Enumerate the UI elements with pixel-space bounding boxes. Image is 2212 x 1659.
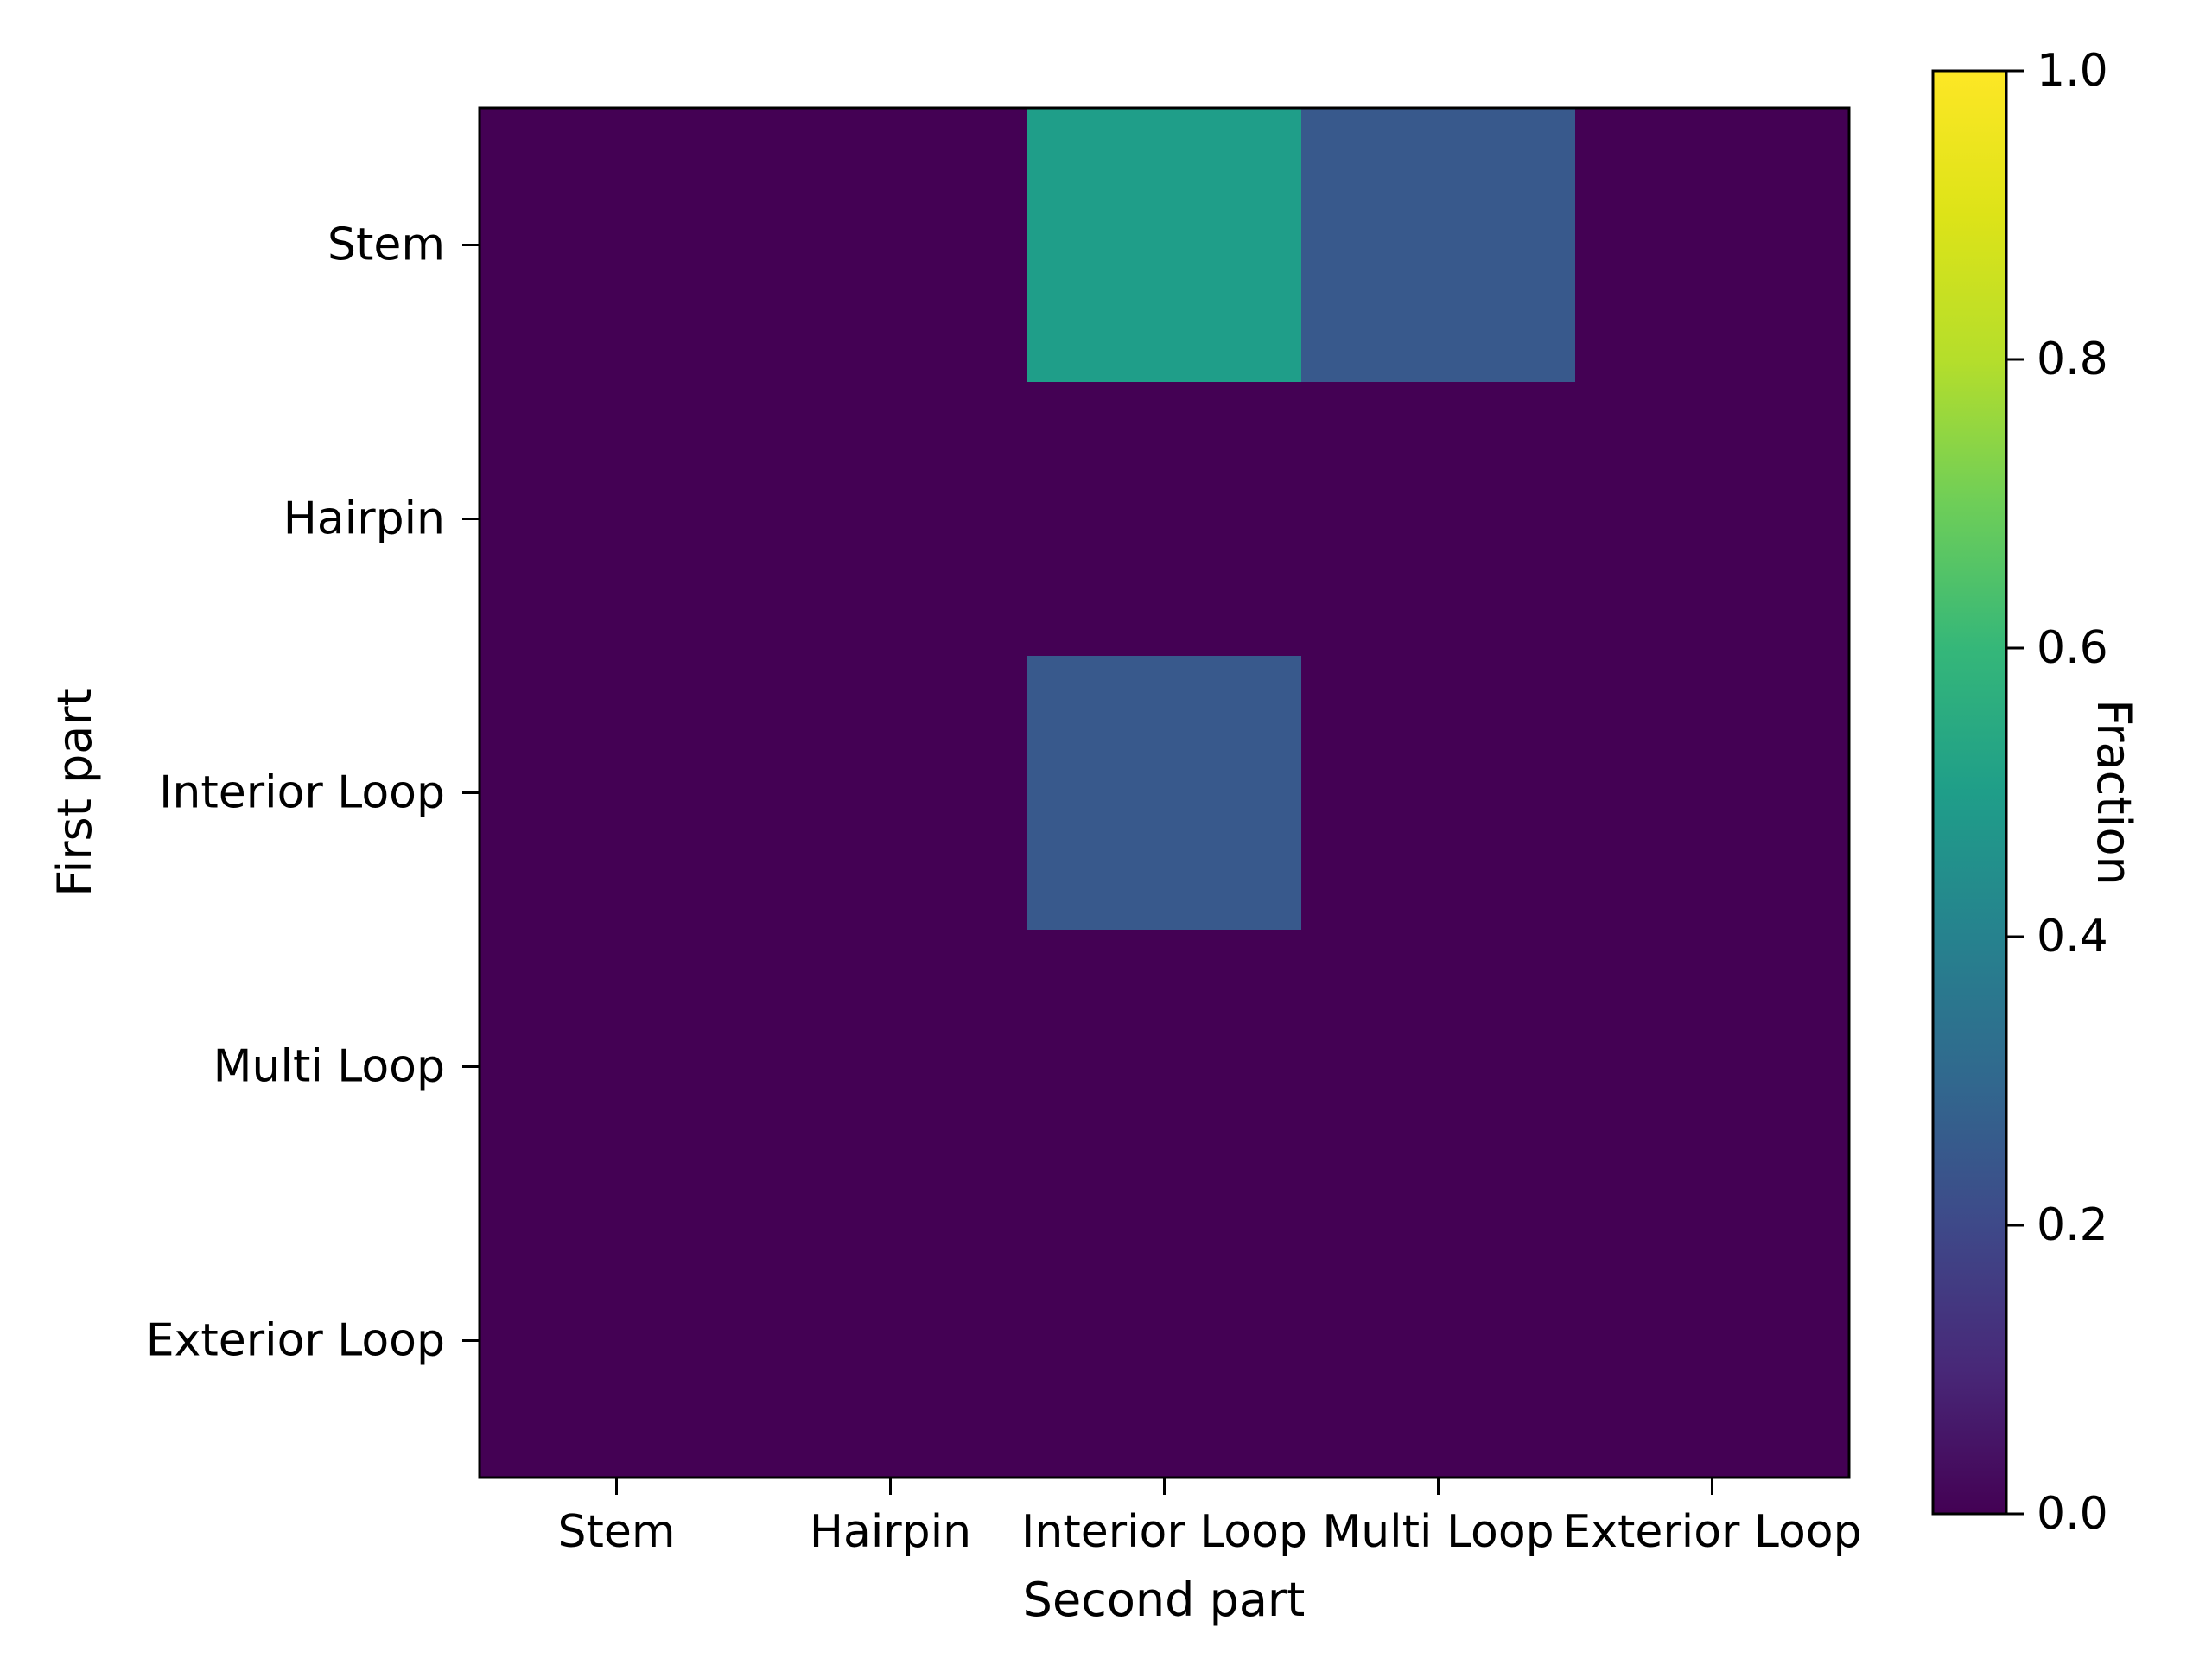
colorbar-tick-label: 1.0 <box>2037 45 2108 97</box>
x-tick-label: Exterior Loop <box>1562 1506 1861 1558</box>
heatmap-cell <box>480 108 754 383</box>
heatmap-cell <box>1027 382 1302 657</box>
y-axis-label: First part <box>48 688 102 897</box>
heatmap-cell <box>1027 656 1302 931</box>
x-axis: Stem Hairpin Interior Loop Multi Loop Exteri… <box>557 1478 1862 1558</box>
heatmap-cell <box>753 382 1028 657</box>
x-tick-label: Interior Loop <box>1021 1506 1307 1558</box>
heatmap-cell <box>480 1204 754 1478</box>
heatmap-cell <box>1301 656 1576 931</box>
heatmap-cell <box>480 930 754 1205</box>
heatmap-cell <box>480 656 754 931</box>
colorbar-label: Fraction <box>2087 699 2141 886</box>
heatmap-cell <box>1027 930 1302 1205</box>
heatmap-cell <box>1575 382 1850 657</box>
colorbar <box>1931 69 2008 1516</box>
colorbar-ticks: 0.0 0.2 0.4 0.6 0.8 1.0 <box>2006 45 2108 1540</box>
heatmap-cell <box>753 656 1028 931</box>
colorbar-tick-label: 0.8 <box>2037 334 2108 385</box>
heatmap-cell <box>1575 1204 1850 1478</box>
y-tick-label: Multi Loop <box>213 1041 445 1093</box>
x-tick-label: Multi Loop <box>1322 1506 1554 1558</box>
heatmap-cell <box>753 108 1028 383</box>
heatmap-cells <box>480 108 1850 1478</box>
heatmap-cell <box>1575 656 1850 931</box>
heatmap-cell <box>1301 1204 1576 1478</box>
y-tick-label: Hairpin <box>283 493 445 545</box>
y-tick-label: Exterior Loop <box>146 1315 445 1367</box>
y-tick-label: Interior Loop <box>159 767 445 819</box>
heatmap-cell <box>753 1204 1028 1478</box>
heatmap-cell <box>480 382 754 657</box>
x-axis-label: Second part <box>1023 1573 1306 1627</box>
heatmap-cell <box>1301 108 1576 383</box>
colorbar-tick-label: 0.6 <box>2037 622 2108 674</box>
heatmap-cell <box>1027 108 1302 383</box>
x-tick-label: Stem <box>557 1506 675 1558</box>
x-tick-label: Hairpin <box>810 1506 971 1558</box>
colorbar-tick-label: 0.2 <box>2037 1199 2108 1251</box>
y-tick-label: Stem <box>327 219 445 271</box>
y-axis: Stem Hairpin Interior Loop Multi Loop Exteri… <box>146 219 480 1367</box>
heatmap-cell <box>1575 108 1850 383</box>
colorbar-tick-label: 0.0 <box>2037 1488 2108 1540</box>
heatmap-cell <box>1301 382 1576 657</box>
heatmap-cell <box>1027 1204 1302 1478</box>
heatmap-cell <box>1301 930 1576 1205</box>
heatmap-cell <box>753 930 1028 1205</box>
colorbar-tick-label: 0.4 <box>2037 911 2108 963</box>
heatmap-cell <box>1575 930 1850 1205</box>
